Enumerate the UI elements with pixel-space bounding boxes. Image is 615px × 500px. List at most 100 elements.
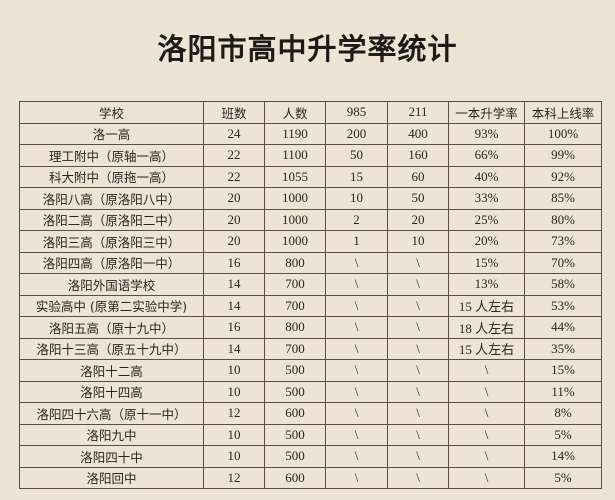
column-header-students: 人数: [264, 101, 326, 124]
cell-students: 1000: [264, 208, 326, 231]
table-row: 洛阳外国语学校 14 700 \ \ 13% 58%: [19, 273, 602, 296]
cell-211: \: [387, 337, 449, 360]
cell-211: \: [387, 466, 449, 489]
cell-211: 20: [387, 208, 449, 231]
table-row: 洛阳八高（原洛阳八中） 20 1000 10 50 33% 85%: [19, 187, 602, 210]
cell-classes: 20: [203, 208, 265, 231]
column-header-211: 211: [387, 101, 449, 124]
cell-985: \: [325, 316, 388, 339]
table-row: 洛阳四十六高（原十一中） 12 600 \ \ \ 8%: [19, 402, 602, 425]
cell-985: \: [325, 359, 388, 382]
cell-tier1-rate: 15%: [448, 251, 525, 274]
cell-classes: 16: [203, 251, 265, 274]
cell-tier1-rate: 15 人左右: [448, 337, 525, 360]
cell-students: 1000: [264, 187, 326, 210]
cell-students: 500: [264, 445, 326, 468]
cell-tier1-rate: \: [448, 445, 525, 468]
cell-students: 800: [264, 316, 326, 339]
cell-985: \: [325, 423, 388, 446]
cell-students: 1100: [264, 144, 326, 167]
cell-classes: 12: [203, 402, 265, 425]
cell-211: 160: [387, 144, 449, 167]
column-header-985: 985: [325, 101, 388, 124]
cell-985: \: [325, 466, 388, 489]
cell-tier1-rate: 25%: [448, 208, 525, 231]
cell-bachelor-rate: 53%: [524, 294, 602, 317]
cell-211: 10: [387, 230, 449, 253]
cell-classes: 22: [203, 144, 265, 167]
cell-211: \: [387, 359, 449, 382]
cell-classes: 24: [203, 122, 265, 145]
table-row: 理工附中（原轴一高） 22 1100 50 160 66% 99%: [19, 144, 602, 167]
cell-tier1-rate: 13%: [448, 273, 525, 296]
cell-985: \: [325, 445, 388, 468]
cell-bachelor-rate: 5%: [524, 466, 602, 489]
cell-school: 洛阳五高（原十九中）: [19, 316, 204, 339]
cell-students: 1000: [264, 230, 326, 253]
cell-tier1-rate: 66%: [448, 144, 525, 167]
column-header-classes: 班数: [203, 101, 265, 124]
table-row: 洛阳五高（原十九中） 16 800 \ \ 18 人左右 44%: [19, 316, 602, 339]
cell-school: 洛阳回中: [19, 466, 204, 489]
cell-985: 50: [325, 144, 388, 167]
cell-985: \: [325, 380, 388, 403]
cell-985: 2: [325, 208, 388, 231]
cell-students: 1190: [264, 122, 326, 145]
cell-985: \: [325, 294, 388, 317]
table-row: 洛一高 24 1190 200 400 93% 100%: [19, 122, 602, 145]
cell-students: 600: [264, 466, 326, 489]
page-title: 洛阳市高中升学率统计: [157, 32, 458, 66]
table-row: 洛阳二高（原洛阳二中） 20 1000 2 20 25% 80%: [19, 208, 602, 231]
table-row: 洛阳四十中 10 500 \ \ \ 14%: [19, 445, 602, 468]
cell-tier1-rate: 33%: [448, 187, 525, 210]
cell-985: \: [325, 337, 388, 360]
cell-211: 60: [387, 165, 449, 188]
cell-bachelor-rate: 15%: [524, 359, 602, 382]
cell-bachelor-rate: 92%: [524, 165, 602, 188]
cell-school: 科大附中（原拖一高）: [19, 165, 204, 188]
cell-bachelor-rate: 5%: [524, 423, 602, 446]
table-row: 洛阳十二高 10 500 \ \ \ 15%: [19, 359, 602, 382]
cell-classes: 10: [203, 359, 265, 382]
cell-985: 10: [325, 187, 388, 210]
cell-school: 洛阳四高（原洛阳一中）: [19, 251, 204, 274]
table-row: 洛阳十三高（原五十九中） 14 700 \ \ 15 人左右 35%: [19, 337, 602, 360]
cell-classes: 14: [203, 273, 265, 296]
cell-classes: 10: [203, 423, 265, 446]
cell-school: 洛一高: [19, 122, 204, 145]
cell-985: 1: [325, 230, 388, 253]
cell-tier1-rate: 40%: [448, 165, 525, 188]
cell-students: 1055: [264, 165, 326, 188]
cell-bachelor-rate: 70%: [524, 251, 602, 274]
cell-985: \: [325, 402, 388, 425]
cell-classes: 10: [203, 380, 265, 403]
cell-students: 500: [264, 359, 326, 382]
cell-school: 理工附中（原轴一高）: [19, 144, 204, 167]
cell-985: \: [325, 273, 388, 296]
cell-tier1-rate: \: [448, 423, 525, 446]
cell-985: \: [325, 251, 388, 274]
cell-bachelor-rate: 8%: [524, 402, 602, 425]
cell-bachelor-rate: 73%: [524, 230, 602, 253]
cell-bachelor-rate: 58%: [524, 273, 602, 296]
cell-211: \: [387, 445, 449, 468]
cell-students: 700: [264, 294, 326, 317]
cell-bachelor-rate: 80%: [524, 208, 602, 231]
cell-bachelor-rate: 85%: [524, 187, 602, 210]
cell-school: 洛阳三高（原洛阳三中）: [19, 230, 204, 253]
cell-tier1-rate: \: [448, 402, 525, 425]
table-row: 科大附中（原拖一高） 22 1055 15 60 40% 92%: [19, 165, 602, 188]
cell-classes: 16: [203, 316, 265, 339]
cell-211: \: [387, 380, 449, 403]
cell-classes: 14: [203, 337, 265, 360]
cell-tier1-rate: 93%: [448, 122, 525, 145]
cell-985: 200: [325, 122, 388, 145]
cell-211: \: [387, 273, 449, 296]
cell-211: 400: [387, 122, 449, 145]
table-row: 实验高中 (原第二实验中学) 14 700 \ \ 15 人左右 53%: [19, 294, 602, 317]
cell-school: 洛阳十三高（原五十九中）: [19, 337, 204, 360]
table-row: 洛阳九中 10 500 \ \ \ 5%: [19, 423, 602, 446]
cell-211: \: [387, 402, 449, 425]
column-header-school: 学校: [19, 101, 204, 124]
table-row: 洛阳四高（原洛阳一中） 16 800 \ \ 15% 70%: [19, 251, 602, 274]
